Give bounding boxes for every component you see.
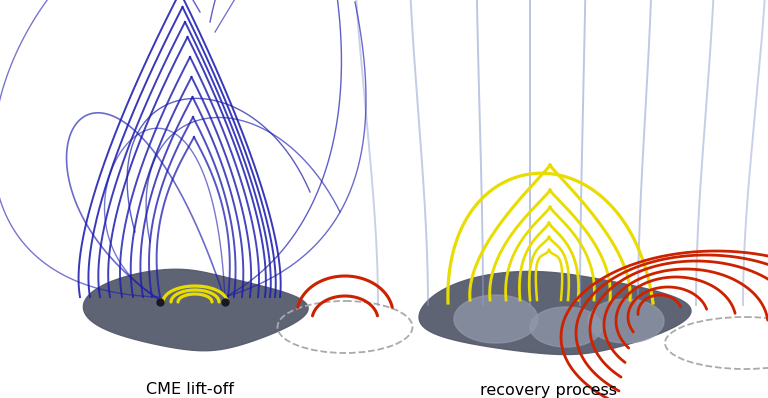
Polygon shape <box>588 299 664 343</box>
Text: CME lift-off: CME lift-off <box>146 382 234 398</box>
Polygon shape <box>454 295 538 343</box>
Polygon shape <box>530 307 602 347</box>
Text: recovery process: recovery process <box>479 382 617 398</box>
Polygon shape <box>84 269 308 351</box>
Polygon shape <box>419 271 691 355</box>
